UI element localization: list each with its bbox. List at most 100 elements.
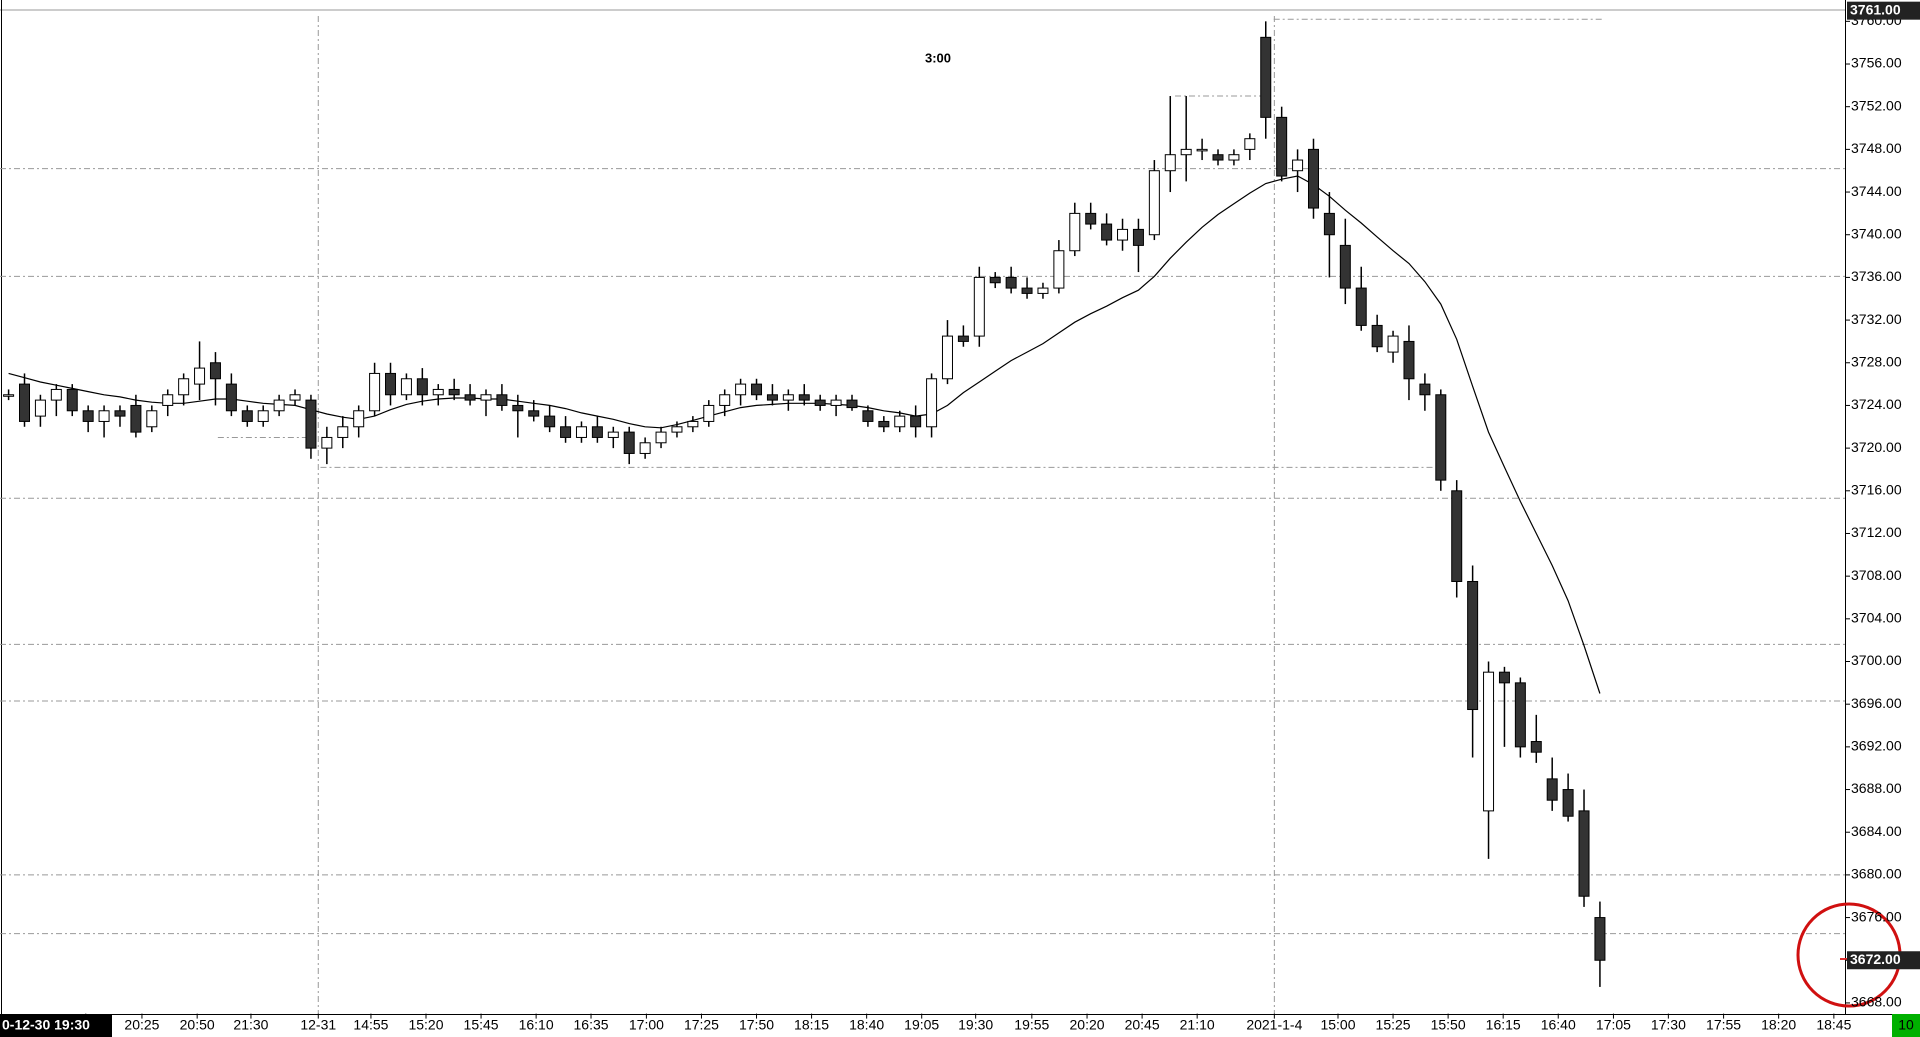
x-tick-label: 0-12-30 19:30 [2,1017,90,1033]
cursor-time-box [0,1015,112,1037]
candle-body [703,404,715,422]
candle-body [480,394,492,401]
candle-body [1021,287,1033,294]
candle-body [273,399,285,412]
candle-body [1101,223,1113,241]
candle-body [1307,148,1319,209]
candle-body [751,383,763,396]
candle-body [910,415,922,428]
x-tick-label: 20:20 [1070,1017,1105,1033]
candle-body [1514,682,1526,748]
candle-body [321,436,333,449]
candle-body [560,426,572,438]
candle-body [623,431,635,454]
candle-body [1132,228,1144,246]
candle-body [1148,170,1160,236]
x-tick-label: 15:45 [464,1017,499,1033]
candle-body [130,404,142,433]
x-tick-label: 17:25 [684,1017,719,1033]
candle-body [926,378,938,428]
candle-body [544,415,556,428]
candle-body [1339,244,1351,289]
x-tick-label: 12-31 [300,1017,336,1033]
candle-body [162,394,174,406]
y-tick-label: 3752.00 [1851,97,1902,113]
candle-body [337,426,349,438]
candle-body [1371,324,1383,348]
candle-body [1260,36,1272,118]
candle-body [671,426,683,433]
candle-body [353,410,365,428]
moving-average [8,175,1601,694]
x-tick-label: 21:10 [1180,1017,1215,1033]
candle-body [464,394,476,401]
x-tick-label: 18:40 [849,1017,884,1033]
x-tick-label: 17:55 [1706,1017,1741,1033]
candle-body [50,388,62,401]
x-tick-label: 17:30 [1651,1017,1686,1033]
candle-body [496,394,508,406]
candle-body [687,420,699,428]
candle-body [1355,287,1367,326]
price-label-box [1847,951,1920,970]
y-tick-label: 3712.00 [1851,524,1902,540]
candle-body [1053,250,1065,289]
candle-body [575,426,587,438]
candle-body [1323,212,1335,236]
x-tick-label: 20:45 [1125,1017,1160,1033]
candle-body [1419,383,1431,396]
x-tick-label: 16:10 [519,1017,554,1033]
candle-body [1530,741,1542,753]
x-tick-label: 19:55 [1014,1017,1049,1033]
candle-body [735,383,747,396]
y-tick-label: 3732.00 [1851,311,1902,327]
candle-body [400,378,412,396]
candle-body [941,335,953,380]
y-tick-label: 3696.00 [1851,695,1902,711]
x-tick-label: 20:25 [124,1017,159,1033]
x-tick-label: 15:00 [1320,1017,1355,1033]
x-tick-label: 15:25 [1376,1017,1411,1033]
x-tick-label: 14:55 [353,1017,388,1033]
y-tick-label: 3740.00 [1851,225,1902,241]
candle-body [655,431,667,444]
timeframe-label: 3:00 [925,50,951,65]
x-tick-label: 17:00 [629,1017,664,1033]
candle-body [719,394,731,406]
marks [0,16,1845,1014]
candle-body [178,378,190,396]
candle-body [1005,276,1017,289]
candle-body [114,410,126,417]
candle-body [607,431,619,438]
candle-body [385,372,397,396]
x-tick-label: 17:50 [739,1017,774,1033]
candle-body [846,399,858,409]
x-tick-label: 2021-1-4 [1246,1017,1302,1033]
x-tick-label: 17:05 [1596,1017,1631,1033]
candle-body [1212,154,1224,161]
candle-body [416,378,428,396]
candle-body [782,394,794,401]
candle-body [1451,490,1463,582]
y-tick-label: 3668.00 [1851,994,1902,1010]
candle-body [1276,116,1288,177]
candle-body [973,276,985,337]
candle-body [1483,671,1495,812]
x-tick-label: 15:20 [408,1017,443,1033]
countdown-box [1892,1014,1920,1037]
candle-body [241,410,253,422]
candle-body [1594,917,1606,961]
candle-body [528,410,540,417]
x-tick-label: 20:50 [180,1017,215,1033]
candle-body [1117,228,1129,241]
candle-body [1562,789,1574,817]
y-tick-label: 3716.00 [1851,481,1902,497]
candle-body [1546,778,1558,801]
candle-body [766,394,778,401]
candle-body [1292,159,1304,172]
candle-body [989,276,1001,284]
x-tick-label: 19:05 [904,1017,939,1033]
candle-body [1467,580,1479,711]
candle-body [1196,148,1208,152]
